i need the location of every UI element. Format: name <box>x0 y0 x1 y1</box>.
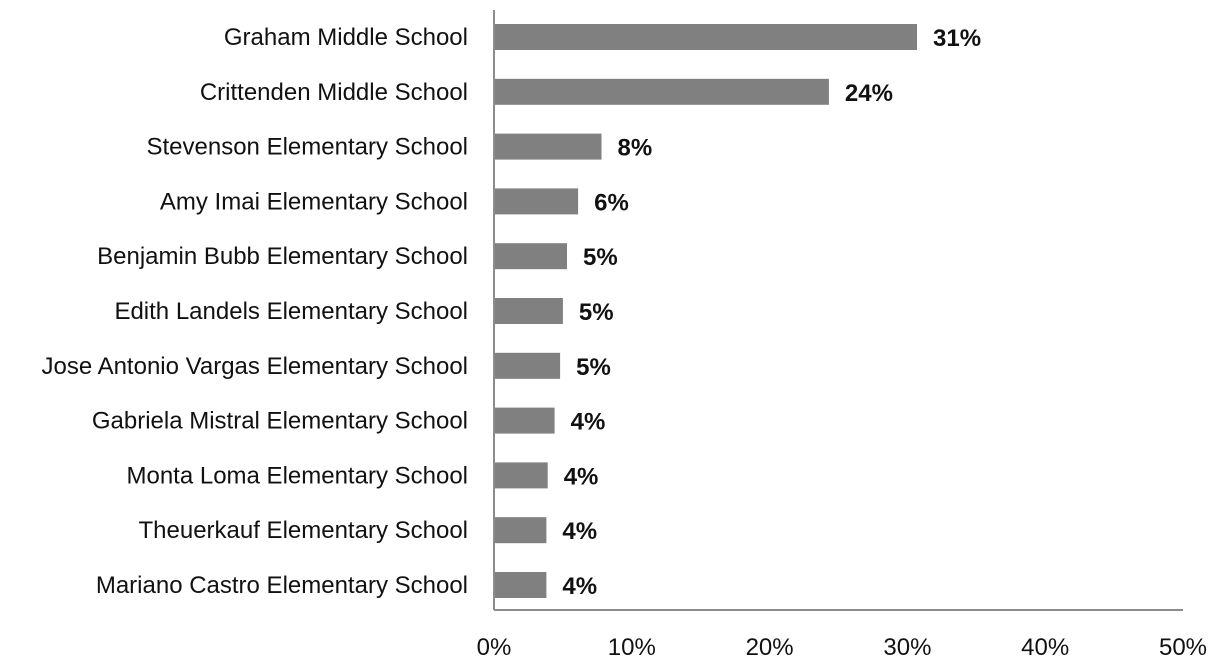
bar-7 <box>494 407 555 434</box>
bar-3 <box>494 188 579 215</box>
category-label-0: Graham Middle School <box>224 24 468 51</box>
x-tick-labels: 0% 10% 20% 30% 40% 50% <box>477 634 1207 661</box>
category-label-10: Mariano Castro Elementary School <box>96 572 468 599</box>
axes <box>493 10 1183 611</box>
bar-8 <box>494 462 548 489</box>
x-tick-label-0: 0% <box>477 634 512 661</box>
value-label-4: 5% <box>583 244 618 271</box>
x-tick-label-5: 50% <box>1159 634 1207 661</box>
bar-1 <box>494 78 829 105</box>
bar-5 <box>494 298 563 324</box>
category-label-1: Crittenden Middle School <box>200 79 468 106</box>
value-label-3: 6% <box>594 189 629 216</box>
bar-10 <box>494 572 547 598</box>
category-labels: Graham Middle School Crittenden Middle Sc… <box>42 24 468 599</box>
value-label-1: 24% <box>845 80 893 107</box>
value-label-10: 4% <box>562 573 597 600</box>
category-label-6: Jose Antonio Vargas Elementary School <box>42 353 468 380</box>
value-label-5: 5% <box>579 299 614 326</box>
x-tick-label-2: 20% <box>746 634 794 661</box>
bars <box>494 24 917 598</box>
x-tick-label-1: 10% <box>608 634 656 661</box>
bar-9 <box>494 517 547 544</box>
value-label-6: 5% <box>576 354 611 381</box>
category-label-8: Monta Loma Elementary School <box>126 462 468 489</box>
category-label-5: Edith Landels Elementary School <box>114 298 468 325</box>
x-tick-label-4: 40% <box>1021 634 1069 661</box>
bar-2 <box>494 133 602 160</box>
category-label-9: Theuerkauf Elementary School <box>138 517 468 544</box>
value-label-2: 8% <box>618 135 653 162</box>
bar-0 <box>494 24 917 50</box>
value-label-7: 4% <box>571 409 606 436</box>
value-label-0: 31% <box>933 25 981 52</box>
category-label-3: Amy Imai Elementary School <box>160 188 468 215</box>
value-label-8: 4% <box>564 463 599 490</box>
value-labels: 31% 24% 8% 6% 5% 5% 5% 4% 4% 4% 4% <box>562 25 981 600</box>
bar-4 <box>494 243 567 270</box>
bar-6 <box>494 352 561 379</box>
category-label-7: Gabriela Mistral Elementary School <box>92 408 468 435</box>
category-label-4: Benjamin Bubb Elementary School <box>97 243 468 270</box>
value-label-9: 4% <box>562 518 597 545</box>
x-tick-label-3: 30% <box>883 634 931 661</box>
category-label-2: Stevenson Elementary School <box>146 134 468 161</box>
